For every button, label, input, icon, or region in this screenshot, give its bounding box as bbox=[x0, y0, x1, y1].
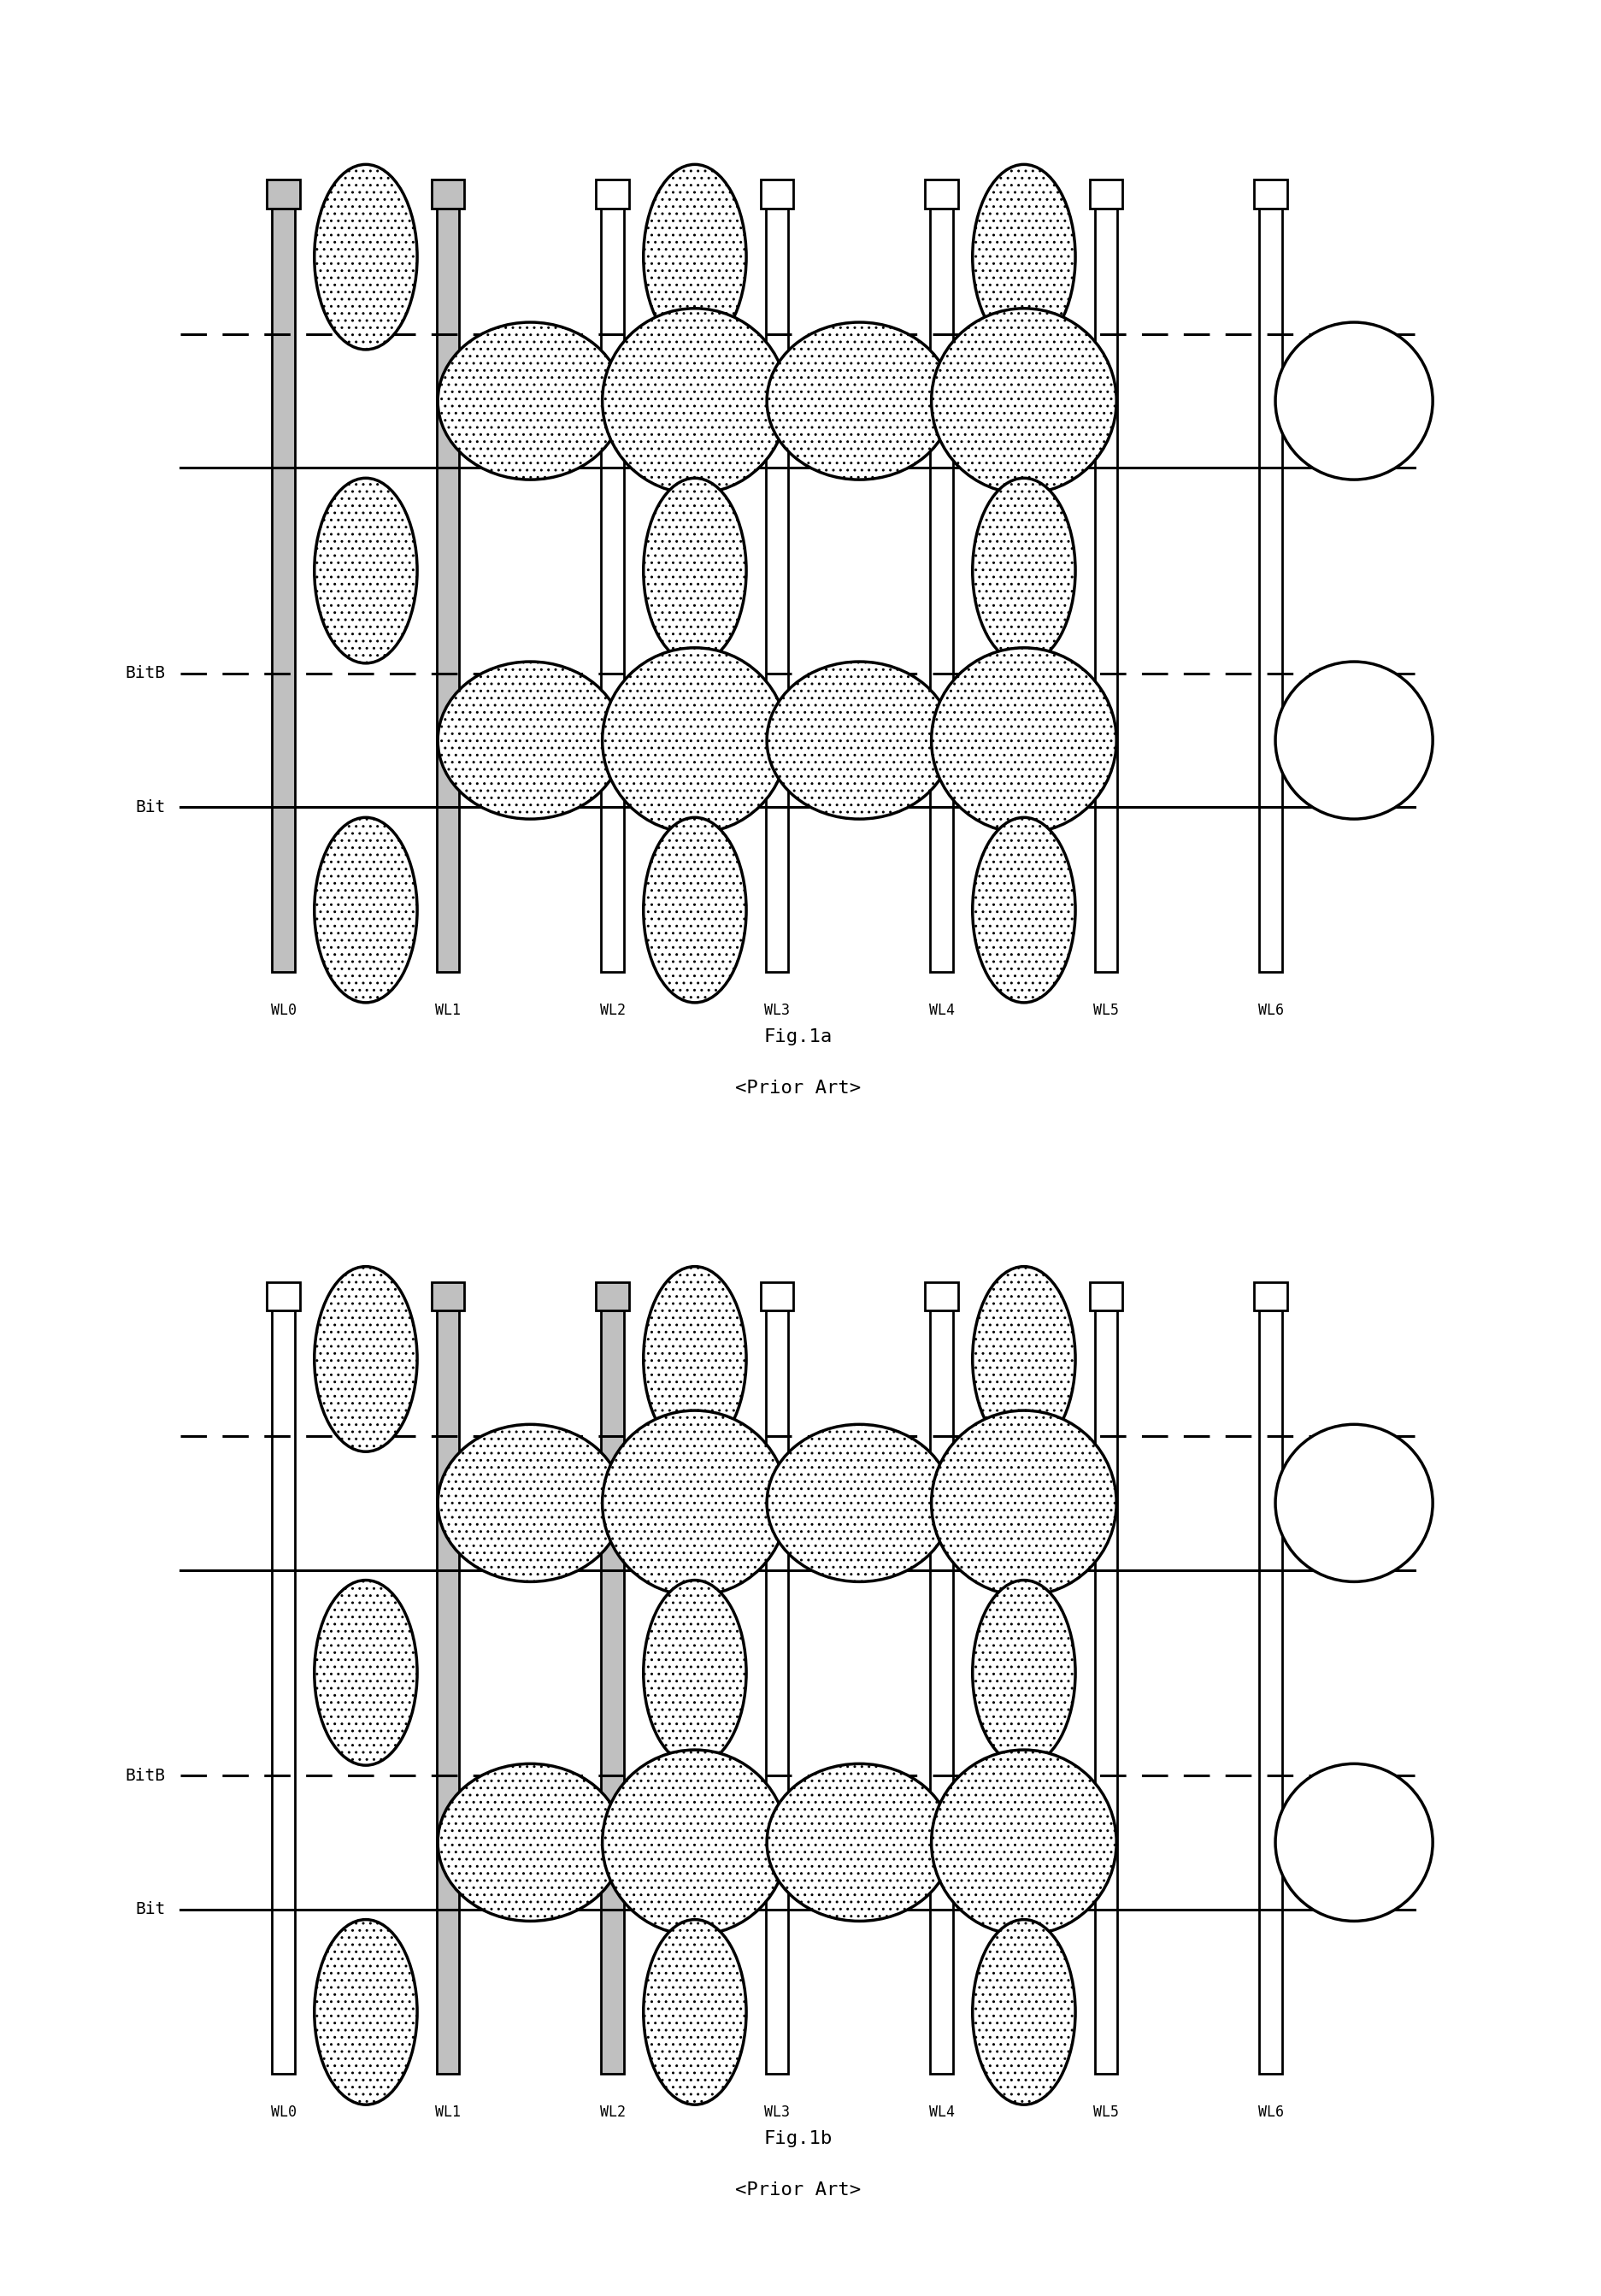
Ellipse shape bbox=[314, 478, 418, 664]
Bar bbox=[437, 209, 459, 971]
Ellipse shape bbox=[767, 321, 953, 480]
Bar bbox=[1095, 209, 1117, 971]
Text: Bit: Bit bbox=[134, 799, 165, 815]
Ellipse shape bbox=[972, 1267, 1076, 1451]
Text: WL4: WL4 bbox=[929, 1003, 954, 1017]
Ellipse shape bbox=[437, 661, 623, 820]
Text: BitB: BitB bbox=[125, 666, 165, 682]
Ellipse shape bbox=[767, 1763, 953, 1922]
Ellipse shape bbox=[314, 1580, 418, 1766]
Text: <Prior Art>: <Prior Art> bbox=[735, 1079, 861, 1097]
Bar bbox=[925, 179, 957, 209]
Ellipse shape bbox=[972, 817, 1076, 1003]
Bar bbox=[760, 1281, 794, 1311]
Text: WL1: WL1 bbox=[435, 1003, 461, 1017]
Bar bbox=[602, 209, 624, 971]
Ellipse shape bbox=[767, 1424, 953, 1582]
Ellipse shape bbox=[767, 661, 953, 820]
Circle shape bbox=[602, 647, 788, 833]
Ellipse shape bbox=[314, 1919, 418, 2105]
Circle shape bbox=[932, 308, 1116, 494]
Ellipse shape bbox=[644, 1267, 746, 1451]
Text: WL4: WL4 bbox=[929, 2105, 954, 2119]
Text: WL5: WL5 bbox=[1093, 2105, 1119, 2119]
Text: WL2: WL2 bbox=[600, 2105, 626, 2119]
Text: <Prior Art>: <Prior Art> bbox=[735, 2181, 861, 2200]
Text: WL6: WL6 bbox=[1258, 1003, 1284, 1017]
Ellipse shape bbox=[314, 817, 418, 1003]
Bar bbox=[432, 1281, 464, 1311]
Text: WL2: WL2 bbox=[600, 1003, 626, 1017]
Ellipse shape bbox=[972, 1580, 1076, 1766]
Ellipse shape bbox=[437, 321, 623, 480]
Bar bbox=[1254, 179, 1287, 209]
Circle shape bbox=[1276, 321, 1433, 480]
Bar bbox=[930, 209, 953, 971]
Ellipse shape bbox=[314, 165, 418, 349]
Bar bbox=[432, 179, 464, 209]
Ellipse shape bbox=[972, 165, 1076, 349]
Text: BitB: BitB bbox=[125, 1768, 165, 1784]
Bar bbox=[596, 179, 629, 209]
Bar bbox=[930, 1311, 953, 2073]
Ellipse shape bbox=[644, 817, 746, 1003]
Bar bbox=[1095, 1311, 1117, 2073]
Text: WL5: WL5 bbox=[1093, 1003, 1119, 1017]
Ellipse shape bbox=[314, 1267, 418, 1451]
Bar bbox=[1090, 1281, 1122, 1311]
Circle shape bbox=[1276, 1424, 1433, 1582]
Bar bbox=[596, 1281, 629, 1311]
Bar bbox=[267, 179, 299, 209]
Ellipse shape bbox=[437, 1424, 623, 1582]
Circle shape bbox=[932, 1750, 1116, 1936]
Bar bbox=[267, 1281, 299, 1311]
Ellipse shape bbox=[644, 165, 746, 349]
Ellipse shape bbox=[644, 1919, 746, 2105]
Circle shape bbox=[602, 308, 788, 494]
Text: WL1: WL1 bbox=[435, 2105, 461, 2119]
Ellipse shape bbox=[972, 478, 1076, 664]
Text: WL0: WL0 bbox=[271, 1003, 296, 1017]
Circle shape bbox=[932, 1410, 1116, 1596]
Bar bbox=[272, 1311, 295, 2073]
Circle shape bbox=[1276, 1763, 1433, 1922]
Circle shape bbox=[602, 1410, 788, 1596]
Bar bbox=[437, 1311, 459, 2073]
Text: WL3: WL3 bbox=[764, 2105, 789, 2119]
Text: WL0: WL0 bbox=[271, 2105, 296, 2119]
Bar bbox=[760, 179, 794, 209]
Text: WL3: WL3 bbox=[764, 1003, 789, 1017]
Text: WL6: WL6 bbox=[1258, 2105, 1284, 2119]
Bar bbox=[925, 1281, 957, 1311]
Ellipse shape bbox=[644, 1580, 746, 1766]
Bar bbox=[765, 1311, 788, 2073]
Text: Bit: Bit bbox=[134, 1901, 165, 1917]
Bar bbox=[1260, 209, 1282, 971]
Bar bbox=[602, 1311, 624, 2073]
Bar bbox=[272, 209, 295, 971]
Circle shape bbox=[1276, 661, 1433, 820]
Bar bbox=[1260, 1311, 1282, 2073]
Circle shape bbox=[602, 1750, 788, 1936]
Ellipse shape bbox=[972, 1919, 1076, 2105]
Text: Fig.1a: Fig.1a bbox=[764, 1029, 833, 1045]
Bar bbox=[1254, 1281, 1287, 1311]
Bar bbox=[1090, 179, 1122, 209]
Text: Fig.1b: Fig.1b bbox=[764, 2131, 833, 2147]
Circle shape bbox=[932, 647, 1116, 833]
Ellipse shape bbox=[437, 1763, 623, 1922]
Bar bbox=[765, 209, 788, 971]
Ellipse shape bbox=[644, 478, 746, 664]
